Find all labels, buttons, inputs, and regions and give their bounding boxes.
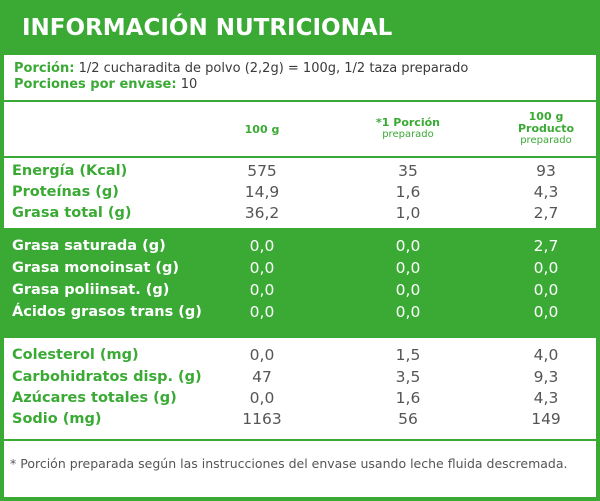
- portion-line: Porción: 1/2 cucharadita de polvo (2,2g)…: [14, 61, 468, 76]
- value-prepared: 149: [531, 410, 561, 428]
- value-100g: 36,2: [244, 204, 280, 222]
- value-100g: 0,0: [249, 303, 275, 321]
- servings-label: Porciones por envase:: [14, 77, 177, 92]
- value-100g: 14,9: [244, 183, 280, 201]
- value-100g: 0,0: [249, 389, 275, 407]
- nutrient-name: Carbohidratos disp. (g): [12, 369, 202, 385]
- nutrient-group-fats: Grasa saturada (g) 0,0 0,0 2,7 Grasa mon…: [4, 228, 596, 338]
- nutrient-row: Ácidos grasos trans (g) 0,0 0,0 0,0: [4, 302, 596, 323]
- value-portion: 0,0: [395, 259, 421, 277]
- value-prepared: 4,0: [533, 346, 559, 364]
- nutrient-name: Colesterol (mg): [12, 347, 139, 363]
- value-100g: 0,0: [249, 237, 275, 255]
- nutrient-name: Grasa monoinsat (g): [12, 260, 179, 276]
- value-portion: 0,0: [395, 303, 421, 321]
- value-prepared: 4,3: [533, 389, 559, 407]
- nutrient-name: Energía (Kcal): [12, 163, 128, 179]
- portion-section: Porción: 1/2 cucharadita de polvo (2,2g)…: [4, 55, 596, 100]
- value-portion: 1,0: [395, 204, 421, 222]
- header-portion-sub: preparado: [382, 129, 434, 140]
- nutrient-name: Grasa poliinsat. (g): [12, 282, 170, 298]
- servings-line: Porciones por envase: 10: [14, 77, 197, 92]
- value-100g: 0,0: [249, 346, 275, 364]
- nutrient-row: Azúcares totales (g) 0,0 1,6 4,3: [4, 388, 596, 409]
- value-prepared: 2,7: [533, 237, 559, 255]
- servings-value: 10: [180, 77, 198, 92]
- nutrient-row: Proteínas (g) 14,9 1,6 4,3: [4, 182, 596, 203]
- nutrient-row: Energía (Kcal) 575 35 93: [4, 161, 596, 182]
- value-100g: 575: [247, 162, 277, 180]
- nutrient-row: Grasa monoinsat (g) 0,0 0,0 0,0: [4, 258, 596, 279]
- nutrient-name: Proteínas (g): [12, 184, 119, 200]
- footnote-text: * Porción preparada según las instruccio…: [10, 456, 568, 471]
- value-100g: 0,0: [249, 281, 275, 299]
- nutrient-name: Ácidos grasos trans (g): [12, 304, 202, 320]
- value-prepared: 0,0: [533, 281, 559, 299]
- footnote-section: * Porción preparada según las instruccio…: [4, 441, 596, 497]
- value-100g: 47: [252, 368, 272, 386]
- header-prepared: 100 g Producto preparado: [491, 111, 600, 147]
- header-100g-label: 100 g: [244, 123, 280, 136]
- nutrient-row: Colesterol (mg) 0,0 1,5 4,0: [4, 345, 596, 366]
- nutrient-name: Grasa saturada (g): [12, 238, 166, 254]
- portion-value: 1/2 cucharadita de polvo (2,2g) = 100g, …: [78, 61, 469, 76]
- value-portion: 56: [398, 410, 418, 428]
- header-prepared-sub: preparado: [520, 135, 572, 146]
- nutrient-row: Grasa poliinsat. (g) 0,0 0,0 0,0: [4, 280, 596, 301]
- value-portion: 0,0: [395, 281, 421, 299]
- header-portion-label: *1 Porción: [376, 116, 440, 129]
- value-portion: 0,0: [395, 237, 421, 255]
- panel-title: INFORMACIÓN NUTRICIONAL: [22, 15, 393, 41]
- value-portion: 1,6: [395, 183, 421, 201]
- nutrient-row: Grasa total (g) 36,2 1,0 2,7: [4, 203, 596, 224]
- value-portion: 1,5: [395, 346, 421, 364]
- value-prepared: 4,3: [533, 183, 559, 201]
- value-prepared: 0,0: [533, 259, 559, 277]
- value-portion: 3,5: [395, 368, 421, 386]
- portion-label: Porción:: [14, 61, 75, 76]
- value-prepared: 2,7: [533, 204, 559, 222]
- header-prepared-line2: Producto: [517, 122, 575, 135]
- nutrient-row: Grasa saturada (g) 0,0 0,0 2,7: [4, 236, 596, 257]
- value-prepared: 0,0: [533, 303, 559, 321]
- value-prepared: 93: [536, 162, 556, 180]
- value-portion: 1,6: [395, 389, 421, 407]
- header-100g: 100 g: [207, 124, 317, 136]
- nutrient-row: Carbohidratos disp. (g) 47 3,5 9,3: [4, 367, 596, 388]
- value-100g: 0,0: [249, 259, 275, 277]
- nutrient-name: Grasa total (g): [12, 205, 132, 221]
- nutrient-row: Sodio (mg) 1163 56 149: [4, 409, 596, 430]
- nutrient-group-other: Colesterol (mg) 0,0 1,5 4,0 Carbohidrato…: [4, 338, 596, 439]
- nutrient-name: Sodio (mg): [12, 411, 102, 427]
- nutrient-name: Azúcares totales (g): [12, 390, 177, 406]
- value-prepared: 9,3: [533, 368, 559, 386]
- value-100g: 1163: [242, 410, 282, 428]
- header-prepared-label: 100 g: [528, 110, 564, 123]
- header-portion: *1 Porción preparado: [353, 117, 463, 141]
- nutrient-group-basic: Energía (Kcal) 575 35 93 Proteínas (g) 1…: [4, 158, 596, 228]
- value-portion: 35: [398, 162, 418, 180]
- column-headers: 100 g *1 Porción preparado 100 g Product…: [4, 102, 596, 156]
